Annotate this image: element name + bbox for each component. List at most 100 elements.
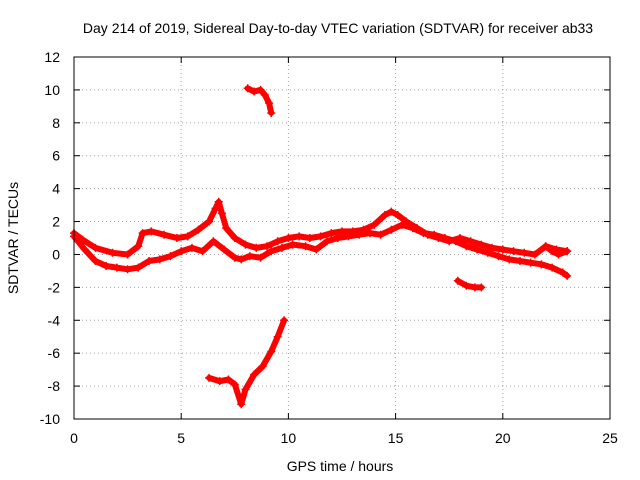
data-point	[440, 234, 449, 242]
data-point	[243, 84, 252, 93]
x-tick-label: 15	[388, 430, 404, 446]
data-point	[284, 234, 293, 242]
y-tick-label: 6	[52, 148, 60, 164]
y-tick-label: -8	[48, 378, 61, 394]
data-point	[548, 263, 557, 272]
data-point	[256, 85, 265, 94]
data-point	[398, 220, 407, 229]
data-point	[509, 247, 518, 256]
data-point	[205, 373, 214, 382]
data-point	[211, 204, 220, 213]
data-point	[250, 370, 259, 379]
plot-frame	[73, 56, 611, 420]
data-point	[250, 87, 259, 96]
data-point	[376, 230, 385, 239]
data-point	[134, 263, 143, 272]
data-point	[237, 400, 246, 409]
data-point	[554, 250, 563, 259]
data-point	[305, 234, 314, 242]
data-point	[214, 197, 223, 206]
data-point	[172, 234, 181, 242]
y-tick-label: -4	[48, 312, 61, 328]
data-point	[419, 229, 428, 238]
x-tick-label: 0	[70, 430, 78, 446]
data-point	[145, 257, 154, 266]
data-point	[393, 210, 402, 219]
chart-title: Day 214 of 2019, Sidereal Day-to-day VTE…	[83, 20, 593, 36]
data-point	[258, 362, 267, 371]
data-point	[108, 248, 117, 257]
data-point	[312, 245, 321, 254]
data-point	[477, 240, 486, 249]
y-tick-label: -10	[40, 411, 60, 427]
data-point	[166, 252, 175, 261]
data-point	[466, 237, 475, 246]
data-point	[155, 255, 164, 264]
data-point	[224, 375, 233, 384]
data-point	[387, 207, 396, 216]
data-point	[230, 253, 239, 262]
data-point	[230, 234, 239, 242]
data-point	[462, 281, 471, 290]
y-tick-label: -6	[48, 345, 61, 361]
data-point	[215, 377, 224, 386]
y-tick-label: 0	[52, 246, 60, 262]
series-segment-22h	[542, 243, 571, 258]
data-point	[477, 283, 486, 292]
data-point	[230, 380, 239, 389]
data-point	[267, 247, 276, 256]
data-point	[322, 237, 331, 246]
data-point	[316, 232, 325, 241]
data-point	[273, 332, 282, 341]
x-axis-label: GPS time / hours	[287, 458, 394, 474]
data-point	[563, 247, 572, 256]
data-point	[488, 243, 497, 252]
y-axis-label: SDTVAR / TECUs	[5, 182, 21, 294]
data-point	[267, 108, 276, 117]
data-point	[280, 316, 289, 325]
data-point	[408, 224, 417, 233]
data-point	[80, 245, 89, 254]
data-point	[205, 217, 214, 226]
data-point	[273, 237, 282, 246]
data-point	[380, 210, 389, 219]
data-point	[177, 247, 186, 256]
y-tick-label: 10	[44, 82, 60, 98]
y-tick-label: 4	[52, 181, 60, 197]
data-point	[462, 242, 471, 251]
y-tick-label: -2	[48, 279, 61, 295]
y-tick-label: 12	[44, 49, 60, 65]
data-point	[123, 250, 132, 259]
data-point	[370, 220, 379, 229]
y-axis: -10 -8 -6 -4 -2 0 2 4 6 8 10 12	[40, 49, 610, 427]
data-point	[505, 255, 514, 264]
data-point	[134, 242, 143, 251]
data-point	[430, 230, 439, 239]
data-point	[217, 209, 226, 218]
data-point	[102, 261, 111, 270]
data-point	[260, 90, 269, 99]
data-point	[327, 229, 336, 238]
data-point	[194, 225, 203, 234]
data-point	[138, 229, 147, 238]
data-point	[338, 227, 346, 236]
data-point	[123, 265, 132, 274]
data-point	[112, 263, 121, 272]
data-point	[147, 227, 156, 236]
series-lower-arc	[206, 317, 288, 408]
data-series	[70, 84, 572, 409]
data-point	[451, 237, 460, 246]
x-tick-label: 20	[495, 430, 511, 446]
data-point	[387, 225, 396, 234]
data-point	[267, 347, 276, 356]
data-point	[344, 232, 353, 241]
data-point	[494, 252, 503, 261]
data-point	[91, 257, 100, 266]
data-point	[187, 243, 196, 252]
data-point	[530, 250, 539, 259]
data-point	[222, 224, 231, 233]
x-tick-label: 25	[602, 430, 618, 446]
data-point	[541, 242, 550, 251]
data-point	[295, 232, 304, 241]
